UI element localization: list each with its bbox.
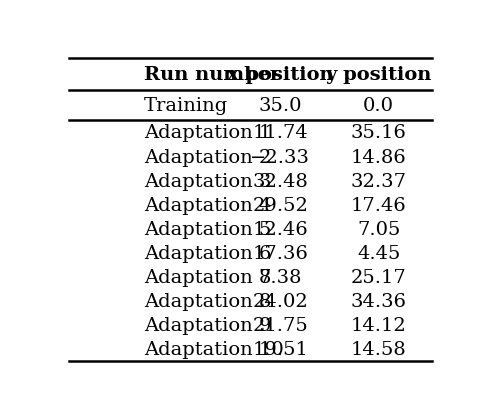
Text: Training: Training [144, 97, 228, 115]
Text: Adaptation 5: Adaptation 5 [144, 220, 272, 238]
Text: 12.46: 12.46 [252, 220, 308, 238]
Text: 35.0: 35.0 [259, 97, 302, 115]
Text: 7.05: 7.05 [357, 220, 400, 238]
Text: Run number: Run number [144, 66, 281, 84]
Text: 8.38: 8.38 [259, 268, 302, 286]
Text: x position: x position [227, 66, 334, 84]
Text: 0.0: 0.0 [363, 97, 394, 115]
Text: 34.36: 34.36 [351, 292, 407, 310]
Text: Adaptation 4: Adaptation 4 [144, 196, 272, 214]
Text: 32.48: 32.48 [252, 172, 308, 190]
Text: 17.36: 17.36 [252, 244, 308, 262]
Text: 25.17: 25.17 [351, 268, 407, 286]
Text: 14.86: 14.86 [351, 148, 407, 166]
Text: Adaptation 2: Adaptation 2 [144, 148, 272, 166]
Text: Adaptation 10: Adaptation 10 [144, 340, 284, 358]
Text: 4.45: 4.45 [357, 244, 400, 262]
Text: 14.58: 14.58 [351, 340, 407, 358]
Text: 32.37: 32.37 [351, 172, 407, 190]
Text: 29.52: 29.52 [252, 196, 308, 214]
Text: Adaptation 7: Adaptation 7 [144, 268, 272, 286]
Text: 24.02: 24.02 [252, 292, 308, 310]
Text: y position: y position [325, 66, 432, 84]
Text: Adaptation 1: Adaptation 1 [144, 124, 272, 142]
Text: Adaptation 9: Adaptation 9 [144, 316, 272, 334]
Text: 35.16: 35.16 [351, 124, 407, 142]
Text: 11.74: 11.74 [252, 124, 308, 142]
Text: Adaptation 8: Adaptation 8 [144, 292, 272, 310]
Text: 14.12: 14.12 [351, 316, 407, 334]
Text: 21.75: 21.75 [252, 316, 308, 334]
Text: Adaptation 6: Adaptation 6 [144, 244, 272, 262]
Text: 19.51: 19.51 [252, 340, 308, 358]
Text: 17.46: 17.46 [351, 196, 407, 214]
Text: −2.33: −2.33 [250, 148, 310, 166]
Text: Adaptation 3: Adaptation 3 [144, 172, 272, 190]
